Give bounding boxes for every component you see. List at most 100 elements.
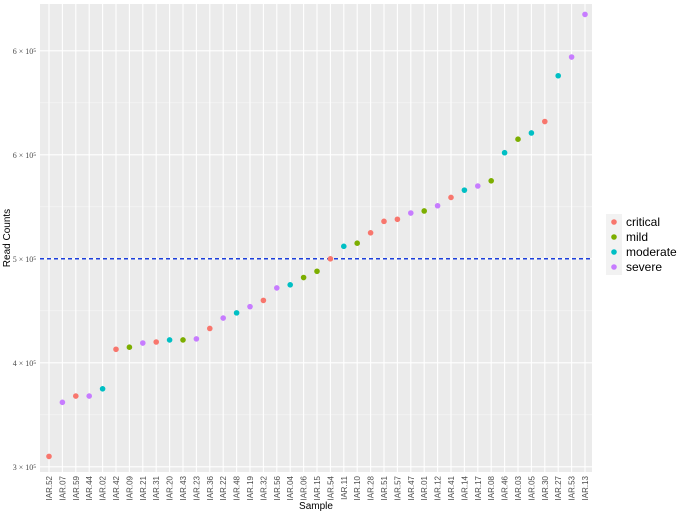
- x-tick-label: IAR.05: [527, 475, 536, 500]
- x-tick-label: IAR.48: [233, 475, 242, 500]
- data-point-iar-44: [86, 393, 92, 399]
- x-tick-label: IAR.32: [259, 475, 268, 500]
- data-point-iar-47: [408, 210, 414, 216]
- x-tick-label: IAR.54: [326, 475, 335, 500]
- x-tick-labels: IAR.52 IAR.07 IAR.59 IAR.44 IAR.02 IAR.42 IAR.…: [45, 475, 590, 500]
- data-point-iar-28: [367, 230, 374, 236]
- x-tick-label: IAR.08: [487, 475, 496, 500]
- data-point-iar-03: [515, 136, 521, 142]
- y-tick-label: 6 × 10⁵: [13, 47, 37, 56]
- data-point-iar-43: [180, 337, 186, 343]
- data-point-iar-08: [488, 178, 495, 184]
- data-point-iar-13: [582, 11, 588, 18]
- plot-panel: [40, 4, 592, 472]
- data-point-iar-41: [448, 194, 454, 201]
- data-point-iar-42: [113, 346, 119, 353]
- data-point-iar-19: [247, 303, 253, 310]
- y-tick-labels: 3 × 10⁵ 4 × 10⁵ 5 × 10⁵ 6 × 10⁵ 6 × 10⁵: [13, 47, 37, 472]
- x-tick-label: IAR.47: [407, 475, 416, 500]
- data-point-iar-52: [46, 453, 52, 460]
- data-point-iar-59: [73, 393, 79, 399]
- y-axis-title: Read Counts: [2, 209, 13, 267]
- data-point-iar-02: [99, 386, 106, 392]
- data-point-iar-48: [233, 310, 240, 316]
- data-point-iar-32: [260, 297, 267, 304]
- data-point-iar-54: [327, 255, 334, 262]
- x-tick-label: IAR.15: [313, 475, 322, 500]
- y-tick-label: 6 × 10⁵: [13, 151, 37, 160]
- data-point-iar-36: [207, 325, 213, 332]
- x-tick-label: IAR.23: [192, 475, 201, 500]
- x-tick-label: IAR.57: [393, 475, 402, 500]
- legend-swatch-mild: [611, 234, 617, 240]
- major-grid: [40, 4, 592, 472]
- data-point-iar-14: [461, 187, 468, 193]
- data-point-iar-20: [166, 337, 173, 343]
- x-tick-label: IAR.20: [166, 475, 175, 500]
- legend-swatch-critical: [611, 219, 617, 225]
- x-tick-label: IAR.56: [273, 475, 282, 500]
- x-tick-label: IAR.21: [139, 475, 148, 500]
- minor-grid: [40, 102, 592, 416]
- data-point-iar-01: [421, 208, 428, 214]
- x-tick-label: IAR.01: [420, 475, 429, 500]
- x-tick-label: IAR.27: [554, 475, 563, 500]
- y-tick-label: 3 × 10⁵: [13, 463, 37, 472]
- x-tick-label: IAR.14: [460, 475, 469, 500]
- x-tick-label: IAR.17: [474, 475, 483, 500]
- data-point-iar-57: [394, 216, 401, 223]
- data-point-iar-31: [153, 339, 159, 345]
- data-point-iar-17: [475, 183, 481, 189]
- data-point-iar-07: [59, 399, 66, 406]
- x-tick-label: IAR.04: [286, 475, 295, 500]
- data-point-iar-22: [220, 315, 226, 321]
- data-point-iar-27: [555, 72, 561, 79]
- data-point-iar-05: [528, 130, 535, 136]
- x-tick-label: IAR.11: [340, 475, 349, 499]
- data-point-iar-21: [140, 340, 146, 346]
- x-tick-label: IAR.43: [179, 475, 188, 500]
- data-point-iar-15: [314, 268, 320, 275]
- x-tick-label: IAR.22: [219, 475, 228, 500]
- data-point-iar-56: [274, 285, 280, 291]
- x-tick-label: IAR.51: [380, 475, 389, 500]
- data-point-iar-12: [434, 202, 441, 209]
- x-tick-label: IAR.19: [246, 475, 255, 500]
- x-tick-label: IAR.41: [447, 475, 456, 500]
- data-point-iar-09: [126, 344, 133, 351]
- data-point-iar-11: [341, 243, 347, 250]
- data-point-iar-30: [542, 118, 548, 125]
- x-tick-label: IAR.46: [501, 475, 510, 500]
- legend-swatch-severe: [611, 264, 617, 270]
- x-tick-label: IAR.31: [152, 475, 161, 500]
- data-point-iar-51: [381, 218, 387, 225]
- data-point-iar-04: [287, 282, 294, 288]
- x-tick-label: IAR.52: [45, 475, 54, 500]
- x-tick-label: IAR.07: [58, 475, 67, 500]
- x-tick-label: IAR.53: [568, 475, 577, 500]
- x-tick-label: IAR.12: [434, 475, 443, 500]
- data-point-iar-53: [568, 54, 575, 60]
- data-point-iar-10: [354, 240, 361, 246]
- legend-label-mild: mild: [626, 230, 648, 244]
- x-tick-label: IAR.09: [125, 475, 134, 500]
- x-tick-label: IAR.36: [206, 475, 215, 500]
- x-tick-label: IAR.30: [541, 475, 550, 500]
- x-tick-label: IAR.59: [72, 475, 81, 500]
- x-tick-label: IAR.44: [85, 475, 94, 500]
- x-tick-label: IAR.10: [353, 475, 362, 500]
- x-tick-label: IAR.28: [367, 475, 376, 500]
- legend-swatch-moderate: [611, 249, 617, 255]
- x-tick-label: IAR.13: [581, 475, 590, 500]
- x-tick-label: IAR.06: [300, 475, 309, 500]
- x-axis-title: Sample: [299, 501, 333, 512]
- y-tick-label: 4 × 10⁵: [13, 359, 37, 368]
- data-point-iar-46: [501, 149, 508, 156]
- x-tick-label: IAR.03: [514, 475, 523, 500]
- data-points: [46, 11, 588, 460]
- legend-label-moderate: moderate: [626, 245, 677, 259]
- data-point-iar-23: [193, 336, 200, 342]
- legend-label-critical: critical: [626, 215, 660, 229]
